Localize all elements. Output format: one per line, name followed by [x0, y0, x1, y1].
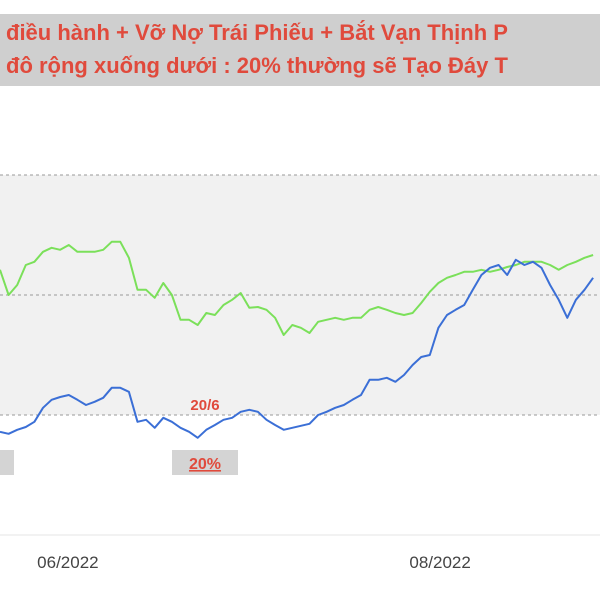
- x-tick-label: 06/2022: [37, 553, 98, 572]
- title: điều hành + Vỡ Nợ Trái Phiếu + Bắt Vạn T…: [6, 20, 508, 45]
- x-tick-label: 08/2022: [409, 553, 470, 572]
- title-background: [0, 14, 600, 86]
- label-box: [0, 450, 14, 475]
- plot: [0, 240, 594, 439]
- label-box: [172, 450, 238, 475]
- title: đô rộng xuống dưới : 20% thường sẽ Tạo Đ…: [6, 53, 509, 78]
- annotation: 20%: [189, 456, 221, 473]
- annotation: 20/6: [190, 397, 219, 414]
- series-line: [0, 258, 594, 439]
- series-line: [0, 240, 594, 336]
